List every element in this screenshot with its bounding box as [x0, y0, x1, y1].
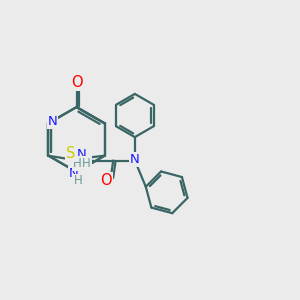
- Text: H: H: [74, 174, 82, 188]
- Text: N: N: [47, 115, 57, 128]
- Text: N: N: [76, 148, 86, 161]
- Text: H: H: [82, 157, 91, 170]
- Text: O: O: [100, 173, 112, 188]
- Text: N: N: [69, 167, 79, 180]
- Text: S: S: [66, 146, 76, 161]
- Text: O: O: [71, 75, 82, 90]
- Text: N: N: [130, 153, 140, 167]
- Text: H: H: [73, 157, 82, 170]
